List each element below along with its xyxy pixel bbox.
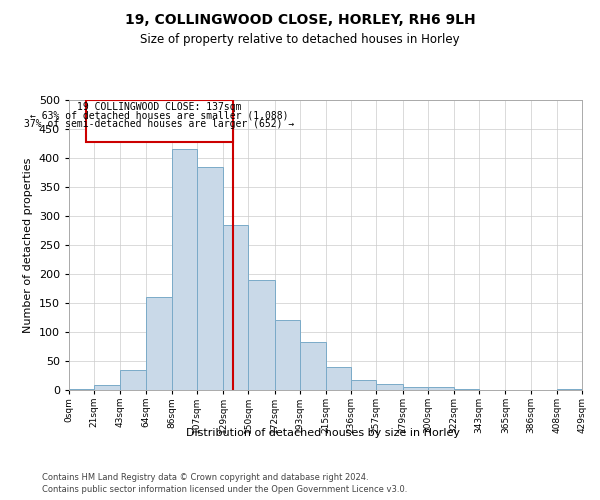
Text: 37% of semi-detached houses are larger (652) →: 37% of semi-detached houses are larger (… [24,118,295,128]
Bar [248,280,275,390]
Bar [86,100,233,142]
Bar [94,386,121,390]
Bar [300,342,326,390]
Text: Contains HM Land Registry data © Crown copyright and database right 2024.: Contains HM Land Registry data © Crown c… [42,472,368,482]
Bar [376,384,403,390]
Bar [69,389,94,390]
Text: 19 COLLINGWOOD CLOSE: 137sqm: 19 COLLINGWOOD CLOSE: 137sqm [77,102,242,113]
Text: 19, COLLINGWOOD CLOSE, HORLEY, RH6 9LH: 19, COLLINGWOOD CLOSE, HORLEY, RH6 9LH [125,12,475,26]
Bar [403,387,428,390]
Bar [146,297,172,390]
Y-axis label: Number of detached properties: Number of detached properties [23,158,33,332]
Bar [428,387,454,390]
Text: Size of property relative to detached houses in Horley: Size of property relative to detached ho… [140,32,460,46]
Bar [275,320,300,390]
Text: ← 63% of detached houses are smaller (1,088): ← 63% of detached houses are smaller (1,… [30,110,289,120]
Bar [326,367,351,390]
Bar [121,370,146,390]
Bar [197,166,223,390]
Bar [223,224,248,390]
Bar [454,389,479,390]
Text: Distribution of detached houses by size in Horley: Distribution of detached houses by size … [186,428,460,438]
Bar [172,150,197,390]
Text: Contains public sector information licensed under the Open Government Licence v3: Contains public sector information licen… [42,485,407,494]
Bar [351,380,376,390]
